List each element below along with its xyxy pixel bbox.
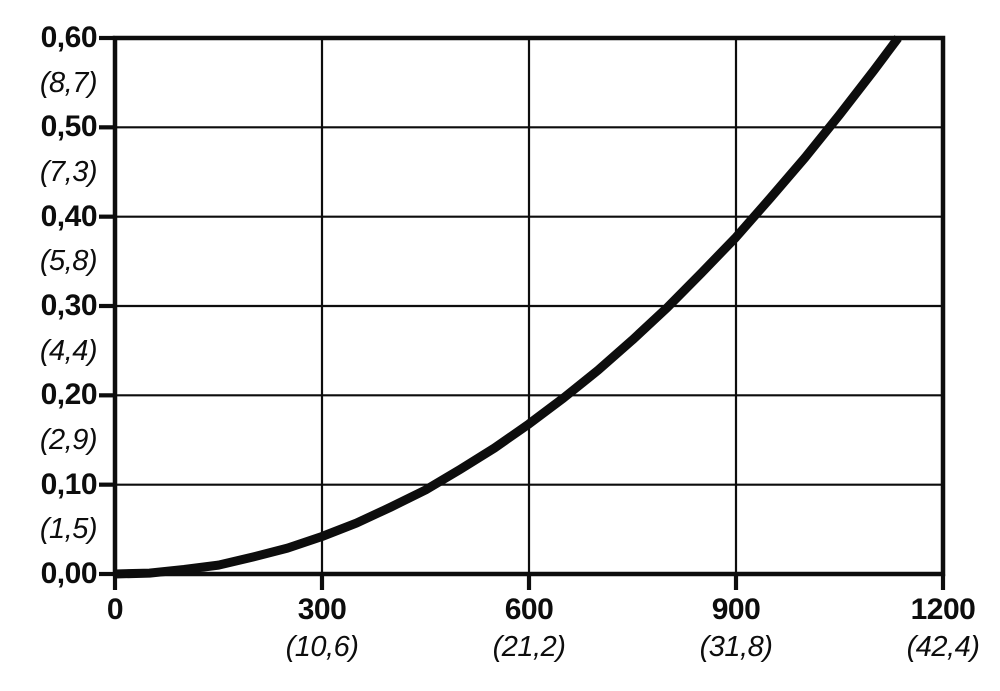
y-tick-label-primary: 0,40 <box>40 199 98 233</box>
y-tick-label-secondary: (7,3) <box>39 156 98 188</box>
y-tick-label-primary: 0,00 <box>40 557 98 590</box>
x-tick-label-secondary: (31,8) <box>699 631 773 663</box>
y-tick-label-secondary: (5,8) <box>39 245 98 278</box>
x-tick-label-primary: 600 <box>504 593 554 626</box>
y-tick-label-primary: 0,50 <box>40 110 98 144</box>
series-curve <box>114 35 902 579</box>
y-tick-label-secondary: (8,7) <box>39 66 98 99</box>
x-tick-label-primary: 0 <box>106 593 124 626</box>
x-tick-label-primary: 300 <box>297 593 347 626</box>
y-tick-label-primary: 0,10 <box>40 467 98 501</box>
x-tick-label-secondary: (21,2) <box>492 631 566 663</box>
y-tick-label-secondary: (2,9) <box>39 424 98 456</box>
x-tick-label-primary: 900 <box>711 593 761 626</box>
y-tick-label-secondary: (1,5) <box>39 513 98 546</box>
y-tick-label-primary: 0,60 <box>40 21 98 54</box>
y-tick-label-primary: 0,20 <box>40 378 98 412</box>
x-tick-label-secondary: (10,6) <box>285 631 359 663</box>
x-tick-label-primary: 1200 <box>910 593 976 626</box>
y-tick-label-secondary: (4,4) <box>39 334 98 367</box>
y-tick-label-primary: 0,30 <box>40 289 98 322</box>
x-tick-label-secondary: (42,4) <box>906 631 980 663</box>
